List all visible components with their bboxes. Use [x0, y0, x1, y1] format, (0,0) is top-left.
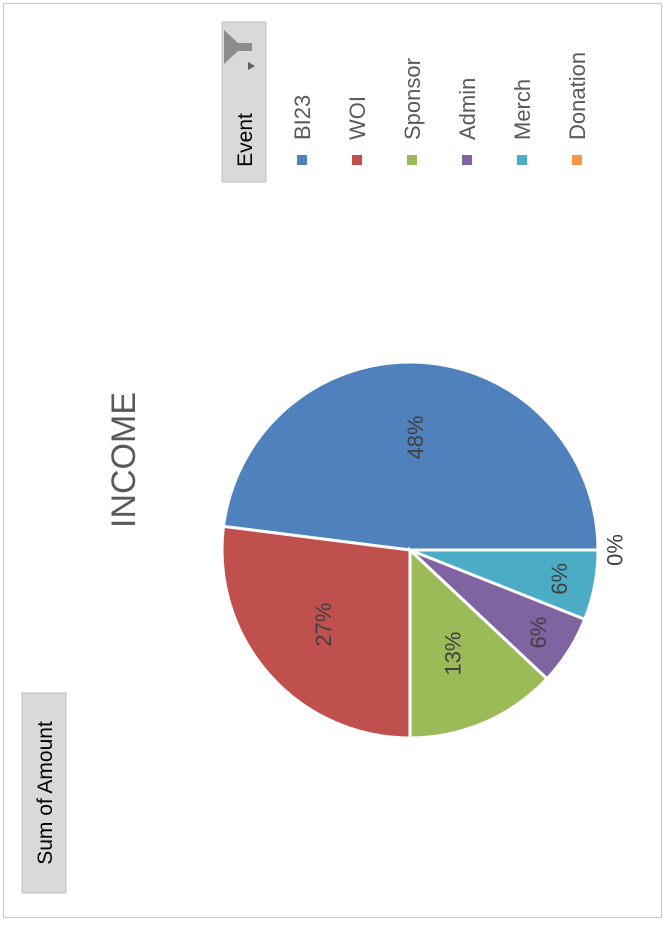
data-label-merch: 6% [547, 563, 572, 595]
pie-data-labels: 48% 27% 13% 6% 6% 0% [311, 415, 627, 675]
legend-item-merch[interactable]: Merch [510, 79, 535, 165]
legend-swatch-donation [572, 155, 582, 165]
pie-slice-woi[interactable] [220, 524, 412, 740]
field-button-sum-of-amount[interactable]: Sum of Amount [21, 692, 67, 894]
legend-swatch-admin [462, 155, 472, 165]
legend-label-woi: WOI [345, 96, 370, 140]
funnel-filter-icon[interactable] [224, 30, 255, 70]
data-label-admin: 6% [526, 617, 551, 649]
legend-item-bi23[interactable]: BI23 [290, 95, 315, 165]
chart-title: INCOME [105, 392, 143, 528]
legend-swatch-merch [517, 155, 527, 165]
legend-item-woi[interactable]: WOI [345, 96, 370, 165]
data-label-bi23: 48% [403, 415, 428, 459]
legend-swatch-woi [352, 155, 362, 165]
legend-item-sponsor[interactable]: Sponsor [400, 58, 425, 165]
legend-item-admin[interactable]: Admin [455, 78, 480, 165]
pie-slice-merch[interactable] [409, 548, 600, 622]
pie-slice-bi23[interactable] [221, 360, 600, 552]
legend-title: Event [234, 113, 257, 167]
legend-label-bi23: BI23 [290, 95, 315, 140]
pie-slice-sponsor[interactable] [408, 546, 550, 740]
data-label-donation: 0% [603, 534, 628, 566]
legend-items: BI23 WOI Sponsor Admin Merch Donation [290, 52, 590, 165]
field-button-label: Sum of Amount [34, 721, 57, 865]
legend-label-donation: Donation [565, 52, 590, 140]
legend-label-admin: Admin [455, 78, 480, 140]
pie-slices [220, 360, 600, 740]
chart-frame [3, 3, 662, 918]
data-label-woi: 27% [311, 603, 336, 647]
legend-swatch-bi23 [297, 155, 307, 165]
legend: Event BI23 WOI Sponsor Admin Merch Donation [221, 21, 590, 183]
data-label-sponsor: 13% [441, 631, 466, 675]
legend-label-merch: Merch [510, 79, 535, 140]
legend-item-donation[interactable]: Donation [565, 52, 590, 165]
legend-label-sponsor: Sponsor [400, 58, 425, 140]
legend-filter-button[interactable]: Event [221, 21, 267, 183]
legend-swatch-sponsor [407, 155, 417, 165]
